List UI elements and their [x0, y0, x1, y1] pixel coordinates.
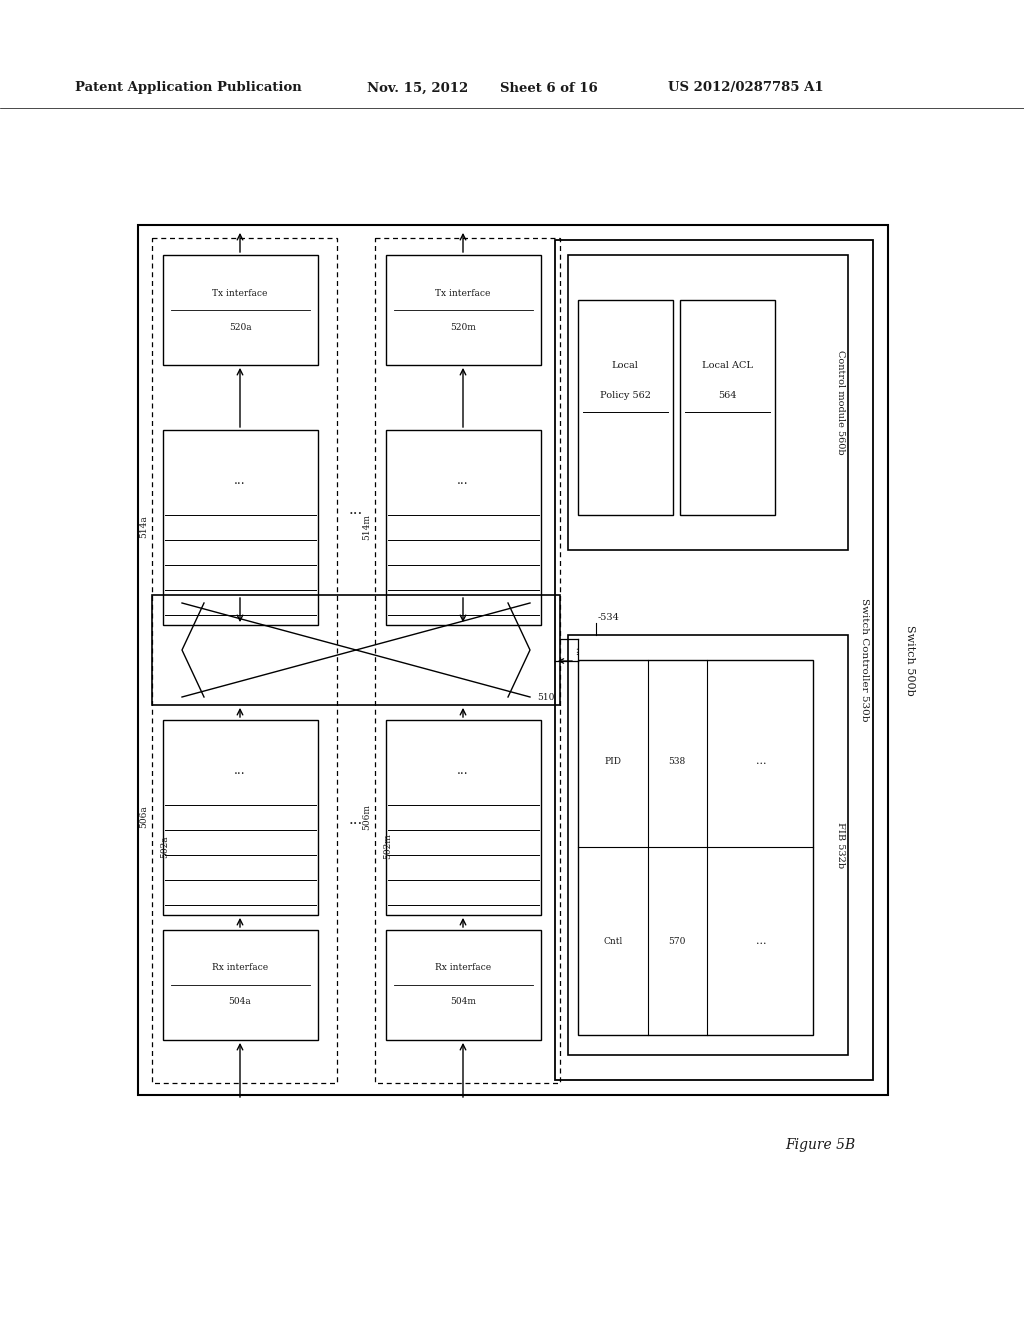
Text: 510: 510 [538, 693, 555, 701]
Text: Local ACL: Local ACL [701, 360, 753, 370]
Text: 504a: 504a [228, 998, 251, 1006]
Text: 502a: 502a [160, 836, 169, 858]
Text: Tx interface: Tx interface [435, 289, 490, 297]
Bar [163, 255, 318, 366]
Text: Policy 562: Policy 562 [599, 391, 650, 400]
Bar [386, 719, 541, 915]
Text: FIB 532b: FIB 532b [836, 822, 845, 869]
Text: ...: ... [349, 813, 364, 828]
Bar [568, 255, 848, 550]
Bar [386, 255, 541, 366]
Text: ...: ... [457, 763, 469, 776]
Text: Cntl: Cntl [603, 937, 623, 945]
Text: Local: Local [611, 360, 638, 370]
Bar [555, 240, 873, 1080]
Text: Sheet 6 of 16: Sheet 6 of 16 [500, 82, 598, 95]
Text: ...: ... [571, 645, 581, 655]
Bar [568, 635, 848, 1055]
Text: PID: PID [605, 756, 622, 766]
Bar [138, 224, 888, 1096]
Bar [163, 719, 318, 915]
Text: 504m: 504m [450, 998, 476, 1006]
Text: ...: ... [756, 936, 767, 946]
Bar [386, 430, 541, 624]
Text: Control module 560b: Control module 560b [836, 350, 845, 454]
Text: -534: -534 [598, 612, 620, 622]
Text: 520a: 520a [228, 322, 251, 331]
Bar [152, 238, 337, 1082]
Text: Nov. 15, 2012: Nov. 15, 2012 [367, 82, 468, 95]
Text: ...: ... [234, 474, 246, 487]
Text: 502m: 502m [383, 833, 392, 859]
Text: Figure 5B: Figure 5B [784, 1138, 855, 1152]
Text: ...: ... [756, 756, 767, 766]
Bar [375, 238, 560, 1082]
Text: 538: 538 [668, 756, 685, 766]
Bar [386, 931, 541, 1040]
Text: ...: ... [234, 763, 246, 776]
Text: 564: 564 [718, 391, 736, 400]
Text: Tx interface: Tx interface [212, 289, 267, 297]
Text: Switch Controller 530b: Switch Controller 530b [860, 598, 869, 722]
Text: 514m: 514m [362, 513, 371, 540]
Text: Switch 500b: Switch 500b [905, 624, 915, 696]
Bar [163, 931, 318, 1040]
Bar [152, 595, 560, 705]
Text: Patent Application Publication: Patent Application Publication [75, 82, 302, 95]
Text: 506a: 506a [139, 805, 148, 829]
Bar [163, 430, 318, 624]
Bar [578, 660, 813, 1035]
Text: 506m: 506m [362, 804, 371, 830]
Text: Rx interface: Rx interface [212, 964, 268, 973]
Bar [578, 300, 673, 515]
Text: US 2012/0287785 A1: US 2012/0287785 A1 [668, 82, 823, 95]
Text: 520m: 520m [451, 322, 476, 331]
Text: ...: ... [457, 474, 469, 487]
Text: Rx interface: Rx interface [435, 964, 492, 973]
Text: 570: 570 [668, 937, 685, 945]
Text: 514a: 514a [139, 516, 148, 539]
Bar [680, 300, 775, 515]
Text: ...: ... [349, 503, 364, 517]
